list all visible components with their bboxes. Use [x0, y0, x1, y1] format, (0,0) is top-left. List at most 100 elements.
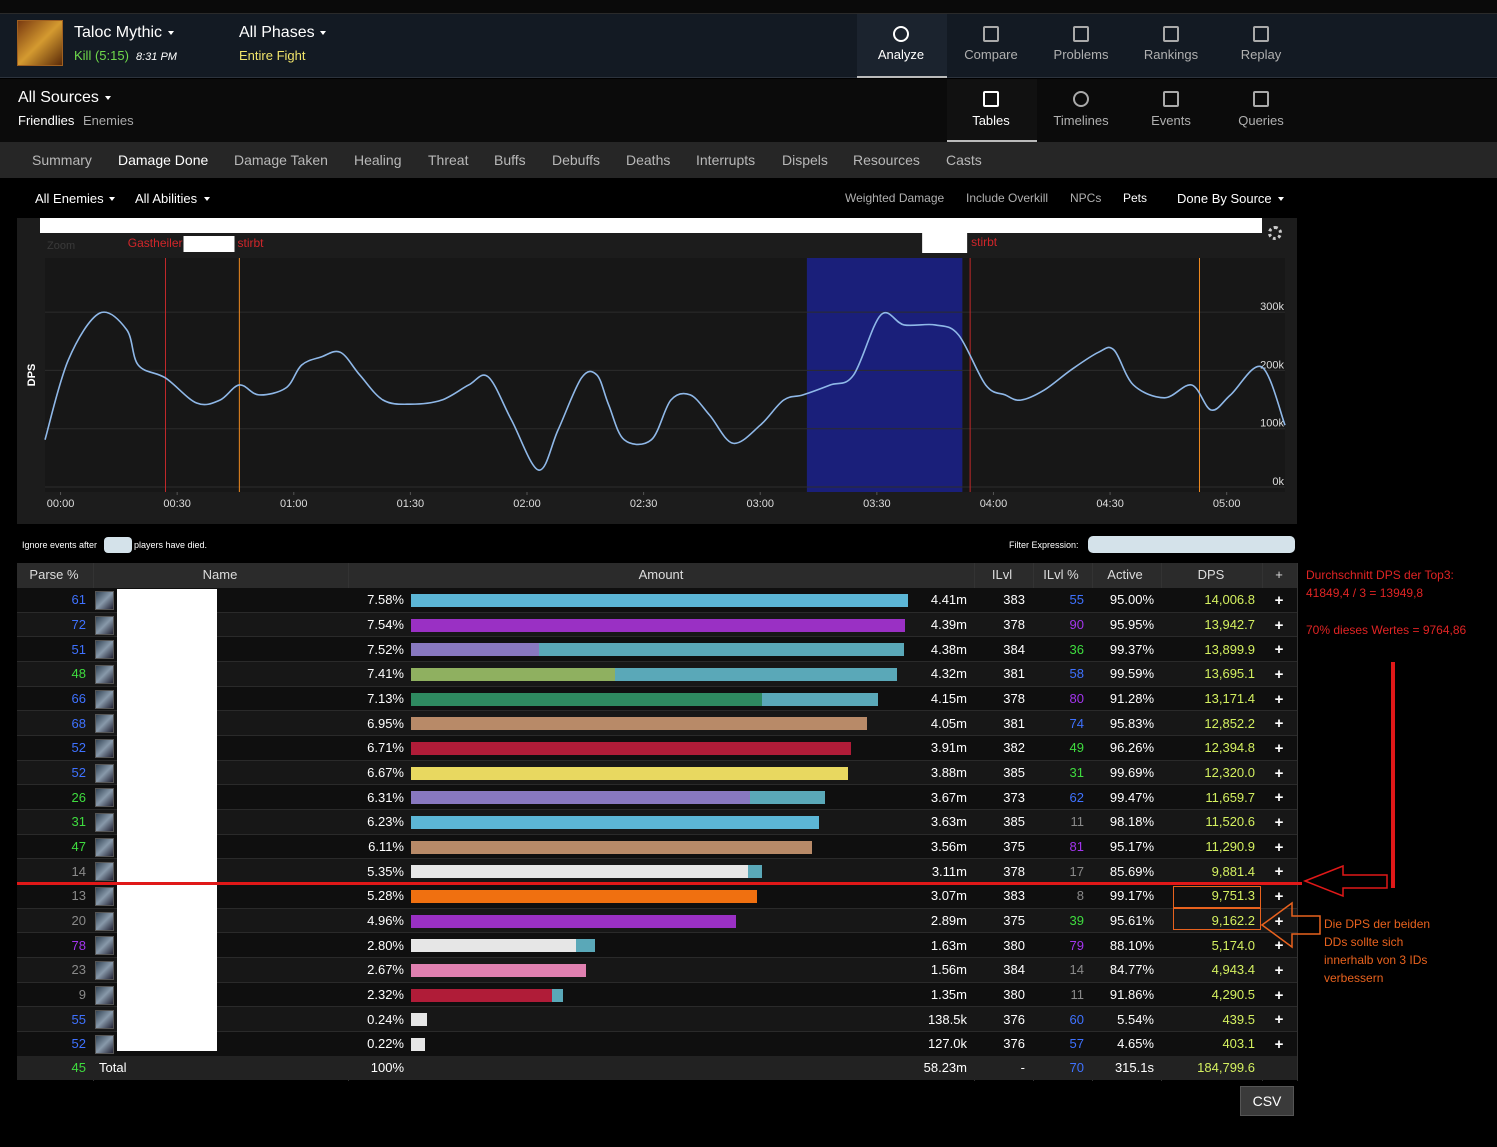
column-header[interactable]: + — [1275, 567, 1283, 582]
amount-bar — [411, 914, 737, 928]
ilvl: 384 — [1003, 962, 1025, 978]
dps-line — [44, 311, 1286, 471]
view-icon — [1163, 91, 1179, 107]
tab[interactable]: Damage Taken — [234, 152, 328, 168]
nav-item[interactable]: Compare — [964, 47, 1018, 62]
ignore-label: players have died. — [134, 539, 208, 550]
row-action[interactable]: + — [1274, 986, 1284, 1004]
sources-title[interactable]: All Sources — [18, 89, 99, 106]
filter-option[interactable]: NPCs — [1070, 191, 1102, 205]
phase-name[interactable]: All Phases — [239, 24, 315, 41]
tab[interactable]: Debuffs — [552, 152, 600, 168]
row-action[interactable]: + — [1274, 591, 1284, 609]
row-action[interactable]: + — [1274, 863, 1284, 881]
column-header[interactable]: Name — [202, 567, 238, 582]
tab[interactable]: Buffs — [494, 152, 526, 168]
column-header[interactable]: ILvl — [991, 567, 1013, 582]
parse: 66 — [71, 691, 86, 706]
csv-label[interactable]: CSV — [1252, 1093, 1282, 1109]
tab[interactable]: Dispels — [782, 152, 828, 168]
amount-bar — [411, 1038, 426, 1052]
dps: 11,290.9 — [1205, 839, 1255, 855]
source-filter[interactable]: Friendlies — [18, 113, 75, 128]
column-header[interactable]: ILvl % — [1043, 567, 1079, 582]
filter-input[interactable] — [1088, 536, 1295, 553]
row-action[interactable]: + — [1274, 813, 1284, 831]
amount: 4.05m — [930, 715, 967, 731]
active: 98.18% — [1109, 814, 1154, 830]
nav-icon — [983, 26, 999, 42]
dps: 4,290.5 — [1211, 987, 1255, 1003]
row-action[interactable]: + — [1274, 1035, 1284, 1053]
view-item[interactable]: Queries — [1238, 113, 1284, 128]
filter-dropdown[interactable]: All Enemies — [35, 191, 104, 206]
nav-item[interactable]: Replay — [1240, 47, 1282, 62]
row-action[interactable]: + — [1274, 764, 1284, 782]
tab[interactable]: Casts — [946, 152, 982, 168]
filter-label: Filter Expression: — [1009, 539, 1079, 550]
ilvl-percent: 60 — [1069, 1011, 1084, 1027]
view-item[interactable]: Tables — [972, 113, 1010, 128]
tab[interactable]: Damage Done — [118, 152, 209, 168]
dps: 4,943.4 — [1211, 962, 1255, 978]
ilvl-percent: 14 — [1069, 962, 1084, 978]
row-action[interactable]: + — [1274, 789, 1284, 807]
nav-item[interactable]: Analyze — [877, 47, 925, 62]
column-header[interactable]: Parse % — [29, 567, 79, 582]
ilvl-percent: 90 — [1069, 617, 1084, 632]
x-tick-label: 00:30 — [163, 498, 191, 510]
column-header[interactable]: Amount — [638, 567, 684, 582]
ilvl-percent: 8 — [1076, 888, 1084, 904]
tab[interactable]: Deaths — [626, 152, 671, 168]
amount-bar — [411, 643, 540, 657]
ilvl: 381 — [1003, 666, 1025, 682]
nav-item[interactable]: Rankings — [1143, 47, 1199, 62]
filter-dropdown[interactable]: All Abilities — [135, 191, 198, 206]
percent: 4.96% — [367, 913, 404, 929]
parse: 52 — [71, 740, 86, 756]
tab[interactable]: Resources — [853, 152, 920, 168]
filter-option[interactable]: Done By Source — [1177, 190, 1272, 206]
column-header[interactable]: DPS — [1197, 567, 1225, 582]
tab[interactable]: Interrupts — [696, 152, 756, 168]
nav-item[interactable]: Problems — [1053, 47, 1109, 62]
view-item[interactable]: Timelines — [1053, 113, 1109, 128]
row-action[interactable]: + — [1274, 838, 1284, 856]
spec-icon — [95, 961, 114, 981]
row-action[interactable]: + — [1274, 715, 1284, 733]
row-action[interactable]: + — [1274, 887, 1284, 905]
tab[interactable]: Summary — [32, 152, 92, 168]
analyze-active — [857, 14, 947, 78]
row-action[interactable]: + — [1274, 641, 1284, 659]
amount-bar — [411, 717, 867, 731]
row-action[interactable]: + — [1274, 665, 1284, 683]
note: DDs sollte sich — [1324, 935, 1404, 949]
amount-bar — [411, 890, 758, 904]
tab[interactable]: Threat — [428, 152, 469, 168]
row-action[interactable]: + — [1274, 616, 1284, 634]
ilvl-percent: 39 — [1069, 913, 1084, 929]
row-action[interactable]: + — [1274, 1011, 1284, 1029]
tab[interactable]: Healing — [354, 152, 402, 168]
row-action[interactable]: + — [1274, 690, 1284, 708]
row-action[interactable]: + — [1274, 961, 1284, 979]
ilvl: - — [1020, 1060, 1025, 1075]
view-item[interactable]: Events — [1151, 113, 1191, 128]
column-header[interactable]: Active — [1107, 567, 1143, 582]
csv-button[interactable] — [1240, 1086, 1294, 1116]
dps: 12,320.0 — [1204, 765, 1255, 781]
filter-option[interactable]: Pets — [1123, 191, 1148, 205]
dps: 9,162.2 — [1211, 913, 1255, 929]
ilvl-percent: 80 — [1069, 691, 1084, 706]
encounter-name[interactable]: Taloc Mythic — [74, 24, 163, 41]
source-filter[interactable]: Enemies — [83, 113, 134, 128]
nav-icon — [893, 26, 909, 42]
amount-bar — [411, 964, 587, 978]
nav-icon — [1073, 26, 1089, 42]
redaction — [40, 218, 1262, 233]
amount-bar — [747, 865, 762, 879]
row-action[interactable]: + — [1274, 739, 1284, 757]
filter-option[interactable]: Include Overkill — [966, 191, 1049, 205]
ignore-input[interactable] — [104, 537, 132, 553]
filter-option[interactable]: Weighted Damage — [845, 191, 945, 205]
